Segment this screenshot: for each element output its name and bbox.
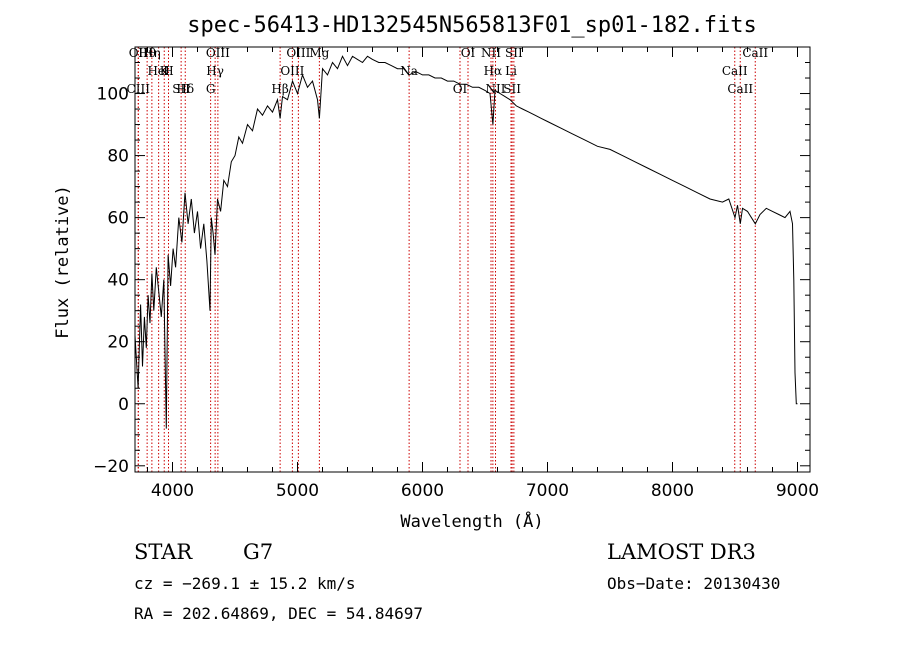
line-markers <box>137 47 756 472</box>
y-tick-label: 20 <box>107 333 129 353</box>
line-marker-label: OII <box>129 46 149 60</box>
line-marker-label: Hβ <box>271 82 288 96</box>
y-tick-label: −20 <box>93 457 129 477</box>
y-tick-label: 60 <box>107 209 129 229</box>
obs-date: Obs−Date: 20130430 <box>607 574 780 593</box>
x-tick-label: 6000 <box>401 481 444 501</box>
object-subclass: G7 <box>243 540 273 564</box>
line-marker-label: CaII <box>742 46 768 60</box>
line-marker-label: Hγ <box>206 64 224 78</box>
x-tick-label: 8000 <box>651 481 694 501</box>
x-axis-label: Wavelength (Å) <box>400 510 543 532</box>
line-marker-label: Hα <box>484 64 503 78</box>
line-marker-label: SII <box>505 46 523 60</box>
line-marker-label: CaII <box>722 64 748 78</box>
plot-frame <box>134 46 811 473</box>
line-marker-label: NII <box>481 46 501 60</box>
y-tick-label: 40 <box>107 271 129 291</box>
line-marker-label: G <box>206 82 216 96</box>
line-marker-label: Hθ <box>138 46 156 60</box>
line-marker-label: OIII <box>206 46 230 60</box>
line-marker-label: OIII <box>280 64 304 78</box>
axes: 4000 5000 6000 7000 8000 9000 −20 0 20 40 60 80 100 <box>93 46 819 501</box>
line-marker-label: OI <box>453 82 468 96</box>
line-marker-label: OI <box>461 46 476 60</box>
y-tick-label: 100 <box>97 85 129 105</box>
line-marker-label: Hδ <box>176 82 194 96</box>
line-marker-label: NII <box>486 82 506 96</box>
x-tick-label: 7000 <box>526 481 569 501</box>
y-tick-label: 0 <box>118 395 129 415</box>
line-marker-label: SII <box>172 82 190 96</box>
line-marker-label: SII <box>503 82 521 96</box>
ra-dec: RA = 202.64869, DEC = 54.84697 <box>134 604 423 623</box>
survey-name: LAMOST DR3 <box>607 540 756 564</box>
line-marker-label: Mg <box>309 46 329 60</box>
object-class: STAR <box>134 540 193 564</box>
y-tick-label: 80 <box>107 147 129 167</box>
redshift-cz: cz = −269.1 ± 15.2 km/s <box>134 574 356 593</box>
x-tick-label: 4000 <box>151 481 194 501</box>
line-marker-label: HeI <box>147 64 170 78</box>
line-marker-label: K <box>160 64 170 78</box>
line-marker-label: CIII <box>127 82 151 96</box>
y-axis-label: Flux (relative) <box>53 185 73 339</box>
spectrum-series <box>134 55 798 429</box>
spectrum-line <box>134 55 798 429</box>
line-marker-labels: HθKHδOIIHeISIIOIIIHγCIIIHηHGOIIIOIIIHβMg… <box>127 46 769 96</box>
x-tick-label: 5000 <box>276 481 319 501</box>
line-marker-label: Na <box>400 64 418 78</box>
line-marker-label: Li <box>505 64 517 78</box>
line-marker-label: OIII <box>286 46 310 60</box>
chart-title: spec-56413-HD132545N565813F01_sp01-182.f… <box>187 13 757 38</box>
line-marker-label: CaII <box>727 82 753 96</box>
line-marker-label: H <box>163 64 173 78</box>
line-marker-label: Hη <box>143 46 161 60</box>
x-tick-label: 9000 <box>776 481 819 501</box>
